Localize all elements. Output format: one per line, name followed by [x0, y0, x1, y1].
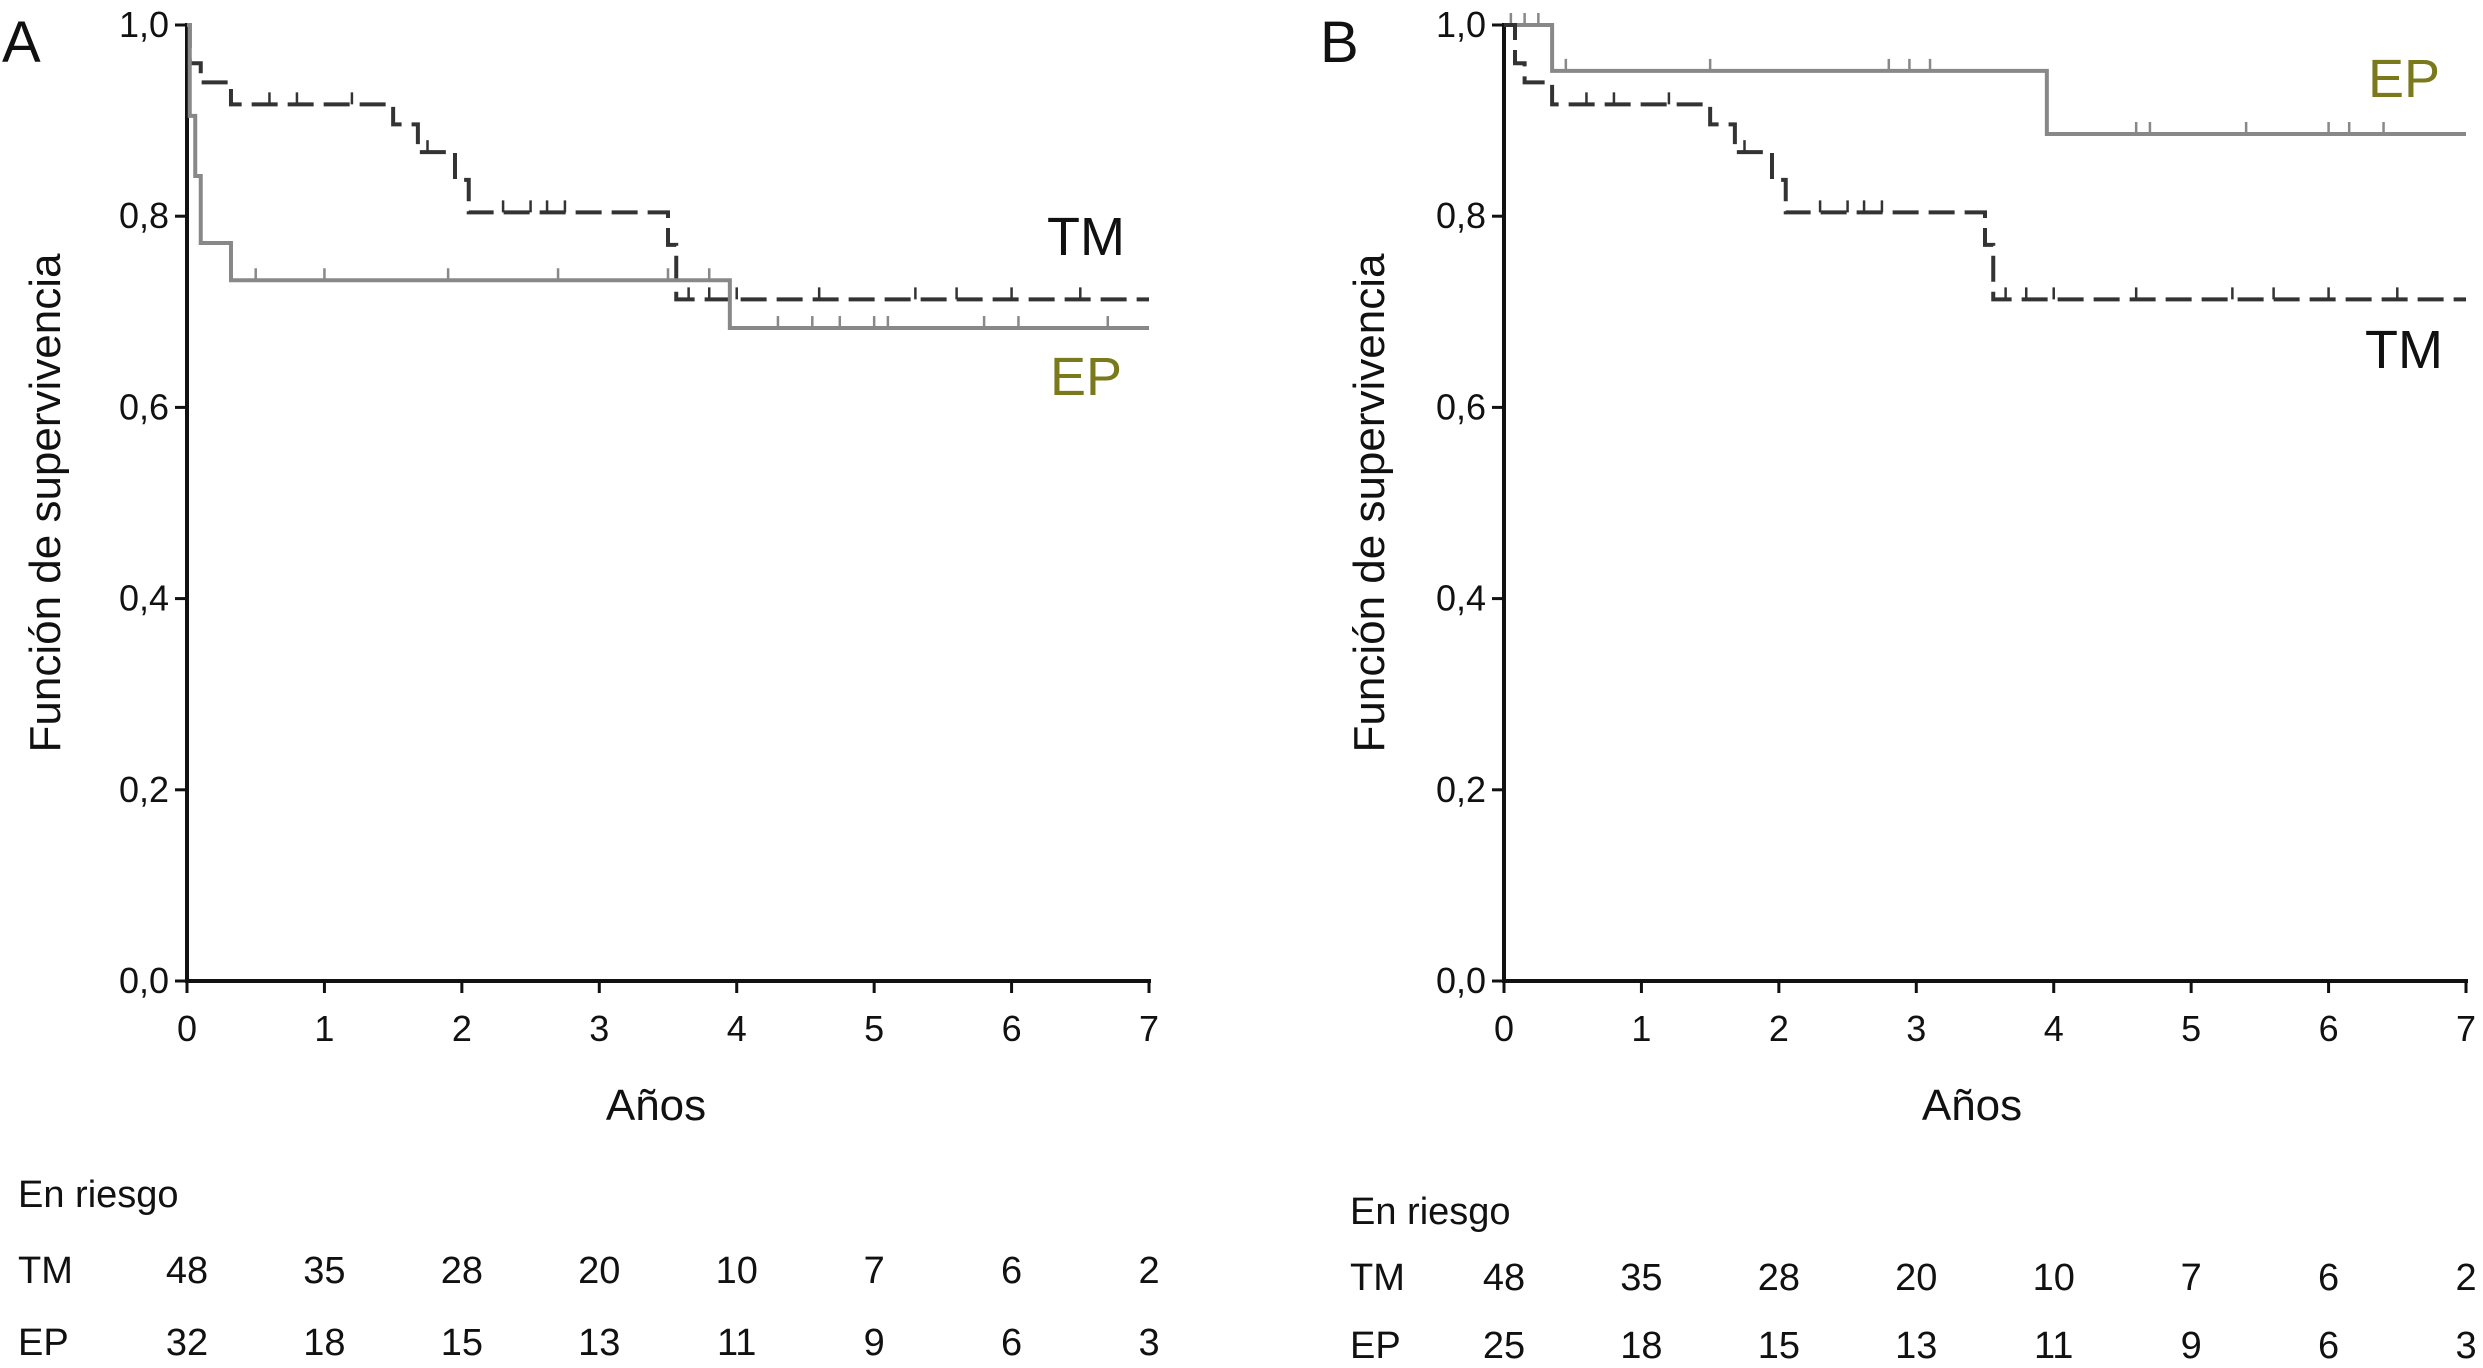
x-tick-label: 7 — [2456, 1008, 2476, 1049]
at-risk-title: En riesgo — [1350, 1191, 1511, 1233]
at-risk-value: 20 — [1895, 1257, 1937, 1299]
series-label-ep: EP — [2368, 49, 2440, 109]
series-line-tm — [1504, 23, 2467, 302]
at-risk-value: 20 — [578, 1250, 620, 1292]
x-tick-label: 0 — [1494, 1008, 1514, 1049]
x-tick-label: 6 — [1002, 1008, 1022, 1049]
at-risk-row-label: TM — [18, 1250, 73, 1292]
y-tick-label: 0,6 — [119, 386, 169, 427]
panel-b: B 0,0 0,2 0,4 0,6 0,8 1,0 0 1 2 3 4 5 6 7 Años Función d… — [1320, 4, 2477, 1367]
y-tick-label: 0,8 — [119, 195, 169, 236]
at-risk-value: 11 — [717, 1322, 756, 1364]
at-risk-value: 48 — [166, 1250, 208, 1292]
y-axis-label: Función de supervivencia — [1345, 253, 1394, 752]
x-axis-label: Años — [1922, 1081, 2022, 1130]
at-risk-value: 13 — [578, 1322, 620, 1364]
x-axis-label: Años — [606, 1081, 706, 1130]
x-tick-label: 2 — [1769, 1008, 1789, 1049]
at-risk-value: 6 — [1001, 1250, 1022, 1292]
at-risk-row-label: EP — [18, 1322, 69, 1364]
at-risk-value: 2 — [1138, 1250, 1159, 1292]
at-risk-value: 9 — [2181, 1325, 2202, 1367]
series-line-tm — [187, 23, 1150, 302]
at-risk-value: 28 — [1758, 1257, 1800, 1299]
y-tick-label: 0,8 — [1436, 195, 1486, 236]
series-line-ep — [187, 23, 1150, 331]
series-label-tm: TM — [1047, 207, 1125, 267]
at-risk-title: En riesgo — [18, 1174, 179, 1216]
x-tick-label: 5 — [2181, 1008, 2201, 1049]
at-risk-value: 35 — [303, 1250, 345, 1292]
x-tick-label: 0 — [177, 1008, 197, 1049]
x-tick-label: 5 — [864, 1008, 884, 1049]
x-tick-label: 4 — [727, 1008, 747, 1049]
at-risk-value: 35 — [1620, 1257, 1662, 1299]
at-risk-value: 6 — [1001, 1322, 1022, 1364]
panel-letter: B — [1320, 10, 1359, 75]
at-risk-value: 6 — [2318, 1325, 2339, 1367]
at-risk-row-label: EP — [1350, 1325, 1401, 1367]
y-tick-label: 0,0 — [119, 960, 169, 1001]
y-axis-label: Función de supervivencia — [21, 253, 70, 752]
at-risk-value: 2 — [2455, 1257, 2476, 1299]
x-tick-label: 1 — [1631, 1008, 1651, 1049]
at-risk-row-label: TM — [1350, 1257, 1405, 1299]
at-risk-value: 7 — [864, 1250, 885, 1292]
at-risk-value: 3 — [2455, 1325, 2476, 1367]
panel-a: A 0,0 0,2 0,4 0,6 0,8 1,0 0 1 2 3 4 5 6 7 Años Función d… — [2, 4, 1160, 1364]
y-tick-label: 0,4 — [1436, 578, 1486, 619]
x-tick-label: 3 — [589, 1008, 609, 1049]
at-risk-value: 28 — [441, 1250, 483, 1292]
series-label-ep: EP — [1050, 347, 1122, 407]
at-risk-value: 48 — [1483, 1257, 1525, 1299]
at-risk-value: 9 — [864, 1322, 885, 1364]
x-tick-label: 3 — [1906, 1008, 1926, 1049]
x-tick-label: 1 — [314, 1008, 334, 1049]
panel-letter: A — [2, 10, 41, 75]
y-tick-label: 0,2 — [1436, 769, 1486, 810]
at-risk-value: 3 — [1138, 1322, 1159, 1364]
x-tick-label: 2 — [452, 1008, 472, 1049]
x-tick-label: 4 — [2044, 1008, 2064, 1049]
at-risk-value: 15 — [441, 1322, 483, 1364]
at-risk-value: 6 — [2318, 1257, 2339, 1299]
y-tick-label: 1,0 — [119, 4, 169, 45]
series-label-tm: TM — [2365, 320, 2443, 380]
y-tick-label: 0,4 — [119, 578, 169, 619]
series-line-ep — [1504, 23, 2467, 136]
at-risk-value: 10 — [2033, 1257, 2075, 1299]
at-risk-value: 13 — [1895, 1325, 1937, 1367]
at-risk-value: 15 — [1758, 1325, 1800, 1367]
at-risk-value: 25 — [1483, 1325, 1525, 1367]
at-risk-value: 18 — [303, 1322, 345, 1364]
x-tick-label: 6 — [2319, 1008, 2339, 1049]
at-risk-value: 10 — [716, 1250, 758, 1292]
at-risk-value: 18 — [1620, 1325, 1662, 1367]
at-risk-value: 11 — [2034, 1325, 2073, 1367]
y-tick-label: 0,6 — [1436, 386, 1486, 427]
y-tick-label: 0,0 — [1436, 960, 1486, 1001]
at-risk-value: 32 — [166, 1322, 208, 1364]
y-tick-label: 0,2 — [119, 769, 169, 810]
x-tick-label: 7 — [1139, 1008, 1159, 1049]
y-tick-label: 1,0 — [1436, 4, 1486, 45]
at-risk-value: 7 — [2181, 1257, 2202, 1299]
